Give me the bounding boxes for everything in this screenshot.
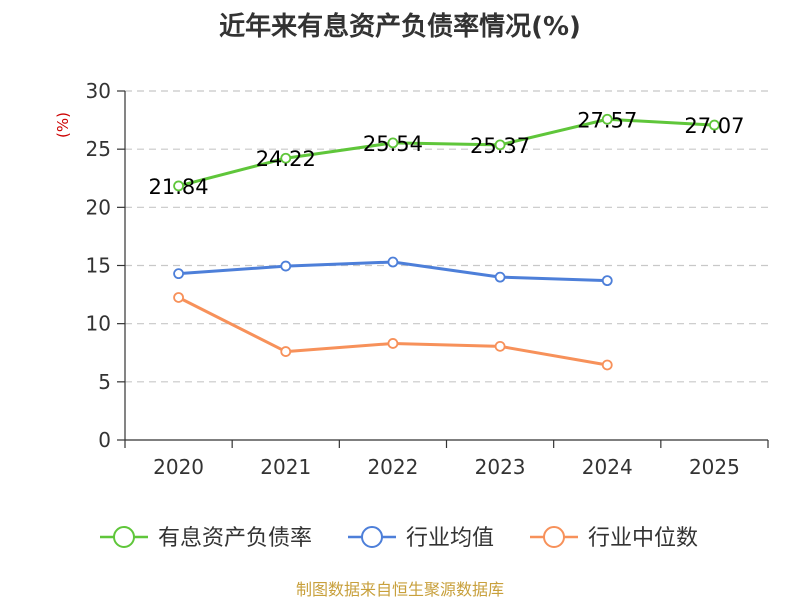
series-1 (173, 113, 720, 192)
legend-label-1: 有息资产负债率 (158, 526, 312, 551)
x-tick-label-2023: 2023 (475, 455, 526, 479)
x-tick-label-2024: 2024 (582, 455, 633, 479)
legend-item-3: 行业中位数 (530, 526, 698, 551)
data-point-1-2022 (387, 137, 399, 149)
x-tick-label-2020: 2020 (153, 455, 204, 479)
data-point-3-2024 (601, 359, 613, 371)
data-point-2-2024 (601, 275, 613, 287)
legend-marker-1 (113, 526, 135, 548)
legend-label-2: 行业均值 (406, 526, 494, 551)
source-note: 制图数据来自恒生聚源数据库 (296, 580, 504, 599)
data-label-2021: 24.22 (256, 147, 316, 171)
data-point-2-2023 (494, 271, 506, 283)
series-line-3 (177, 296, 608, 367)
x-tick-label-2025: 2025 (689, 455, 740, 479)
data-point-1-2024 (601, 113, 613, 125)
x-tick-label-2021: 2021 (260, 455, 311, 479)
data-label-2022: 25.54 (363, 132, 423, 156)
data-point-3-2022 (387, 338, 399, 349)
x-tick-label-2022: 2022 (367, 455, 418, 479)
data-point-1-2025 (709, 119, 720, 131)
chart-title: 近年来有息资产负债率情况(%) (219, 12, 581, 42)
series-3 (173, 292, 613, 371)
y-tick-label-10: 10 (86, 312, 111, 336)
data-point-3-2020 (173, 292, 184, 303)
y-tick-label-5: 5 (98, 370, 111, 394)
data-point-3-2021 (280, 346, 292, 357)
y-tick-label-20: 20 (86, 195, 111, 219)
data-point-1-2020 (173, 180, 184, 192)
legend-item-2: 行业均值 (348, 526, 494, 551)
data-label-2023: 25.37 (470, 134, 530, 158)
series-line-1 (178, 117, 715, 188)
y-tick-label-15: 15 (86, 254, 111, 278)
data-point-2-2020 (173, 268, 184, 280)
y-axis-label: (%) (54, 112, 72, 138)
data-point-2-2021 (280, 260, 292, 272)
data-point-1-2021 (280, 152, 292, 164)
data-point-2-2022 (387, 256, 399, 268)
y-tick-label-0: 0 (98, 428, 111, 452)
data-point-3-2023 (494, 340, 506, 352)
y-tick-label-25: 25 (86, 137, 111, 161)
legend-marker-2 (361, 526, 383, 548)
legend-label-3: 行业中位数 (588, 526, 698, 551)
data-point-1-2023 (494, 139, 506, 151)
series-2 (173, 256, 613, 287)
data-label-2025: 27.07 (684, 114, 744, 138)
legend-marker-3 (543, 526, 565, 548)
data-label-2020: 21.84 (149, 175, 209, 199)
data-label-2024: 27.57 (577, 108, 637, 132)
legend-item-1: 有息资产负债率 (100, 526, 312, 551)
y-tick-label-30: 30 (86, 79, 111, 103)
